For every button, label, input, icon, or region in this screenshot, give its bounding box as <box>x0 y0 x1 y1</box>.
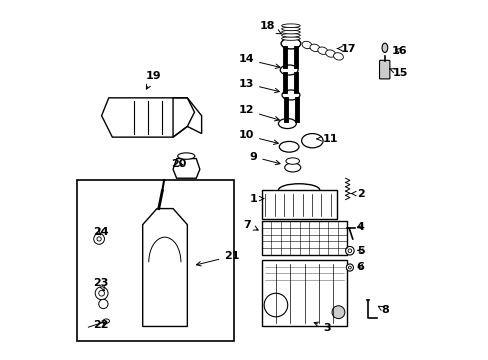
Circle shape <box>345 247 353 255</box>
Ellipse shape <box>284 163 300 172</box>
Text: 15: 15 <box>388 68 407 78</box>
Text: 13: 13 <box>238 78 279 93</box>
Text: 12: 12 <box>238 105 279 121</box>
Circle shape <box>95 287 108 300</box>
Circle shape <box>99 291 104 296</box>
Ellipse shape <box>177 153 194 159</box>
Bar <box>261 221 346 255</box>
Ellipse shape <box>325 50 335 57</box>
Text: 1: 1 <box>249 194 263 203</box>
Text: 16: 16 <box>391 46 407 56</box>
Text: 5: 5 <box>356 246 364 256</box>
Circle shape <box>99 299 108 309</box>
Text: 9: 9 <box>249 152 280 165</box>
Ellipse shape <box>285 158 299 164</box>
Ellipse shape <box>280 65 298 75</box>
Circle shape <box>331 306 344 319</box>
Ellipse shape <box>281 30 300 34</box>
Ellipse shape <box>279 141 298 152</box>
Text: 6: 6 <box>356 262 364 272</box>
Text: 19: 19 <box>145 71 161 89</box>
Text: 3: 3 <box>313 322 330 333</box>
Text: 8: 8 <box>378 305 388 315</box>
Text: 10: 10 <box>238 130 278 144</box>
Text: 7: 7 <box>243 220 258 230</box>
Circle shape <box>97 237 101 241</box>
Ellipse shape <box>281 24 300 27</box>
Ellipse shape <box>333 53 343 60</box>
Ellipse shape <box>278 118 296 129</box>
Text: 23: 23 <box>93 278 108 291</box>
Ellipse shape <box>281 33 300 37</box>
Text: 4: 4 <box>356 222 364 232</box>
Text: 22: 22 <box>93 320 108 330</box>
Ellipse shape <box>281 38 300 49</box>
Ellipse shape <box>281 27 300 31</box>
Ellipse shape <box>317 47 327 54</box>
Text: 24: 24 <box>93 227 108 237</box>
Text: 2: 2 <box>350 189 364 199</box>
Ellipse shape <box>282 90 299 100</box>
Circle shape <box>346 264 353 271</box>
Circle shape <box>264 293 287 317</box>
Text: 20: 20 <box>170 159 186 169</box>
Text: 17: 17 <box>337 44 355 54</box>
Circle shape <box>94 234 104 244</box>
Ellipse shape <box>309 44 319 51</box>
Ellipse shape <box>302 41 311 49</box>
Bar <box>261 190 336 219</box>
Ellipse shape <box>103 319 109 323</box>
Ellipse shape <box>301 134 323 148</box>
Ellipse shape <box>281 37 300 40</box>
Text: 11: 11 <box>316 134 337 144</box>
Text: 21: 21 <box>196 251 239 266</box>
Text: 14: 14 <box>238 54 280 68</box>
Ellipse shape <box>381 43 387 53</box>
Bar <box>261 260 346 327</box>
Text: 18: 18 <box>260 21 281 34</box>
Circle shape <box>347 249 351 252</box>
Circle shape <box>348 266 350 269</box>
Bar <box>77 180 233 341</box>
FancyBboxPatch shape <box>379 60 389 79</box>
